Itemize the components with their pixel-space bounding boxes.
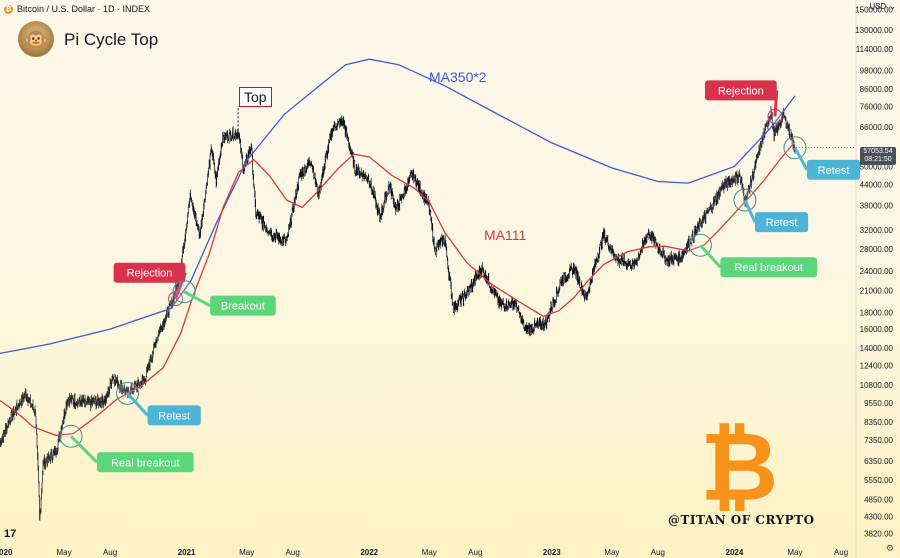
annotation-box [113, 262, 186, 283]
annotation-connector [126, 392, 149, 417]
avatar: 🐵 [18, 21, 54, 57]
series-line-ma3502 [0, 58, 796, 355]
x-tick-label: Aug [651, 548, 665, 557]
annotation-label: Retest [818, 165, 850, 177]
y-tick-label: 130000.00 [855, 26, 893, 35]
gear-icon[interactable]: ⚙ [885, 543, 894, 553]
annotation-box [704, 80, 777, 101]
annotation-connector [699, 244, 722, 269]
y-tick-label: 9550.00 [864, 399, 893, 408]
y-tick-label: 38000.00 [860, 202, 894, 211]
annotation-connector [183, 290, 211, 307]
annotation-label: Retest [766, 217, 798, 229]
watermark: @TITAN OF CRYPTO [668, 513, 815, 527]
y-tick-label: 3820.00 [864, 530, 893, 539]
current-price-value: 57053.54 [863, 148, 893, 155]
tradingview-logo[interactable]: 17 [4, 528, 17, 540]
x-tick-label: 2020 [0, 548, 13, 557]
monkey-avatar-icon: 🐵 [23, 28, 49, 51]
annotation-label: Rejection [718, 85, 764, 97]
candle-countdown: 08:21:50 [864, 156, 892, 163]
y-tick-label: 18000.00 [860, 308, 894, 317]
annotation-connector [793, 147, 809, 171]
x-tick-label: 2022 [360, 548, 378, 557]
currency-selector[interactable]: USD ⌄ [869, 2, 896, 11]
y-tick-label: 114000.00 [856, 45, 894, 54]
x-tick-label: 2021 [178, 548, 196, 557]
bitcoin-logo: ₿ [700, 411, 779, 523]
page-title: Pi Cycle Top [64, 30, 159, 49]
x-tick-label: May [787, 548, 802, 557]
y-tick-label: 76000.00 [860, 103, 894, 112]
y-tick-label: 10800.00 [860, 381, 894, 390]
annotation-box [97, 452, 194, 473]
y-tick-label: 5550.00 [864, 476, 893, 485]
series-line-ma111 [0, 141, 796, 437]
y-tick-label: 24000.00 [860, 267, 894, 276]
y-tick-label: 21000.00 [860, 286, 894, 295]
annotation-box [210, 295, 276, 316]
annotation-label: Real breakout [734, 262, 803, 274]
y-tick-label: 32000.00 [860, 226, 894, 235]
annotation-box [806, 159, 861, 180]
x-tick-label: May [604, 548, 619, 557]
y-tick-label: 66000.00 [860, 123, 894, 132]
x-tick-label: May [422, 548, 437, 557]
y-tick-label: 28000.00 [860, 245, 894, 254]
symbol-info: Bitcoin / U.S. Dollar · 1D · INDEX [17, 4, 151, 14]
currency-label: USD [869, 2, 887, 11]
y-tick-label: 4300.00 [864, 513, 893, 522]
annotation-label: Rejection [127, 268, 173, 280]
bitcoin-icon: ₿ [4, 4, 13, 14]
annotation-top: Top [239, 87, 272, 107]
x-tick-label: Aug [286, 548, 300, 557]
annotation-label: Real breakout [111, 457, 180, 469]
annotation-box [147, 405, 201, 426]
annotation-label: Retest [158, 410, 190, 422]
x-tick-label: May [56, 548, 71, 557]
y-tick-label: 44000.00 [860, 181, 894, 190]
x-tick-label: 2024 [726, 548, 744, 557]
x-tick-label: Aug [103, 548, 117, 557]
x-tick-label: May [239, 548, 254, 557]
symbol-header[interactable]: ₿ Bitcoin / U.S. Dollar · 1D · INDEX [4, 2, 150, 16]
y-tick-label: 16000.00 [860, 325, 894, 334]
y-tick-label: 6350.00 [864, 457, 893, 466]
x-tick-label: Aug [468, 548, 482, 557]
current-price-tag: 57053.54 08:21:50 [860, 147, 896, 165]
y-tick-label: 12400.00 [860, 361, 894, 370]
x-tick-label: 2023 [543, 548, 561, 557]
annotation-connector [69, 435, 99, 464]
chevron-down-icon: ⌄ [889, 2, 896, 11]
x-tick-label: Aug [834, 548, 848, 557]
annotation-label: Breakout [221, 301, 265, 313]
y-tick-label: 50000.00 [860, 162, 894, 171]
y-tick-label: 98000.00 [860, 66, 894, 75]
annotation-connector [743, 199, 757, 223]
y-tick-label: 150000.00 [855, 6, 893, 15]
y-tick-label: 86000.00 [860, 85, 894, 94]
series-label-ma350: MA350*2 [429, 69, 487, 85]
y-tick-label: 4850.00 [864, 495, 893, 504]
y-tick-label: 14000.00 [860, 344, 894, 353]
y-tick-label: 7350.00 [864, 436, 893, 445]
y-tick-label: 8350.00 [864, 418, 893, 427]
series-label-ma111: MA111 [484, 227, 526, 243]
annotation-box [754, 212, 809, 233]
annotation-box [720, 257, 818, 278]
